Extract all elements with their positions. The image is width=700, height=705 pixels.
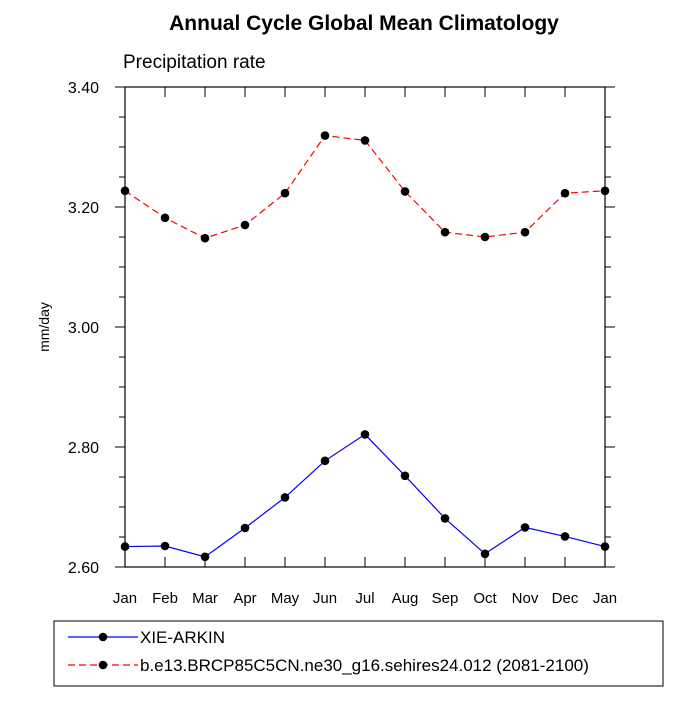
x-tick-label: Dec bbox=[552, 590, 579, 607]
x-tick-label-layer: Jan Feb Mar Apr May Jun Jul Aug Sep Oct Nov Dec Jan bbox=[113, 590, 617, 607]
x-tick-label: Jan bbox=[113, 590, 137, 607]
series-1-marker bbox=[440, 514, 450, 523]
chart-title: Annual Cycle Global Mean Climatology bbox=[169, 12, 559, 35]
series-2-marker bbox=[160, 213, 170, 223]
y-tick-label: 3.40 bbox=[68, 80, 99, 97]
x-tick-label: Feb bbox=[152, 590, 178, 607]
series-2-marker bbox=[600, 186, 610, 196]
series-2-marker bbox=[240, 220, 250, 230]
chart-subtitle: Precipitation rate bbox=[123, 52, 266, 73]
tick-layer bbox=[115, 86, 615, 568]
series-1-marker bbox=[120, 542, 130, 551]
series-line-1 bbox=[124, 433, 606, 558]
series-line-2 bbox=[124, 134, 606, 239]
series-1-marker bbox=[520, 523, 530, 532]
x-tick-label: Aug bbox=[392, 590, 419, 607]
legend-marker-1 bbox=[98, 632, 108, 642]
x-tick-label: Sep bbox=[432, 590, 459, 607]
legend-marker-2 bbox=[98, 660, 108, 670]
series-2-marker bbox=[520, 227, 530, 237]
plot-frame bbox=[124, 86, 606, 568]
series-1-marker bbox=[320, 456, 330, 466]
series-1-marker bbox=[560, 532, 570, 541]
y-tick-label-layer: 2.60 2.80 3.00 3.20 3.40 bbox=[68, 80, 99, 577]
series-2-marker bbox=[320, 131, 330, 140]
x-tick-label: May bbox=[271, 590, 300, 607]
series-1-marker bbox=[400, 471, 410, 481]
legend-label-1: XIE-ARKIN bbox=[140, 628, 225, 647]
y-axis-label: mm/day bbox=[36, 302, 52, 352]
y-tick-label: 3.00 bbox=[68, 320, 99, 337]
x-tick-label: Oct bbox=[473, 590, 497, 607]
legend: XIE-ARKIN b.e13.BRCP85C5CN.ne30_g16.sehir… bbox=[68, 628, 589, 675]
y-tick-label: 2.60 bbox=[68, 560, 99, 577]
series-2-marker bbox=[200, 233, 210, 243]
series-2-marker bbox=[440, 227, 450, 237]
legend-label-2: b.e13.BRCP85C5CN.ne30_g16.sehires24.012 … bbox=[140, 656, 589, 675]
series-2-marker bbox=[560, 188, 570, 198]
series-layer bbox=[120, 131, 610, 562]
series-1-marker bbox=[480, 549, 490, 559]
series-1-marker bbox=[240, 523, 250, 533]
x-tick-label: Apr bbox=[233, 590, 256, 607]
legend-box bbox=[53, 620, 664, 687]
x-tick-label: Mar bbox=[192, 590, 218, 607]
series-1-marker bbox=[160, 541, 170, 551]
series-1-marker bbox=[360, 430, 370, 439]
series-2-marker bbox=[480, 232, 490, 242]
x-tick-label: Jun bbox=[313, 590, 337, 607]
x-tick-label: Jul bbox=[355, 590, 374, 607]
x-tick-label: Jan bbox=[593, 590, 617, 607]
y-tick-label: 3.20 bbox=[68, 200, 99, 217]
series-2-marker bbox=[400, 187, 410, 196]
series-2-marker bbox=[360, 136, 370, 145]
series-1-marker bbox=[200, 552, 210, 562]
series-2-marker bbox=[120, 186, 130, 196]
series-1-marker bbox=[280, 493, 290, 502]
x-tick-label: Nov bbox=[512, 590, 539, 607]
series-2-marker bbox=[280, 188, 290, 198]
y-tick-label: 2.80 bbox=[68, 440, 99, 457]
series-1-marker bbox=[600, 542, 610, 551]
